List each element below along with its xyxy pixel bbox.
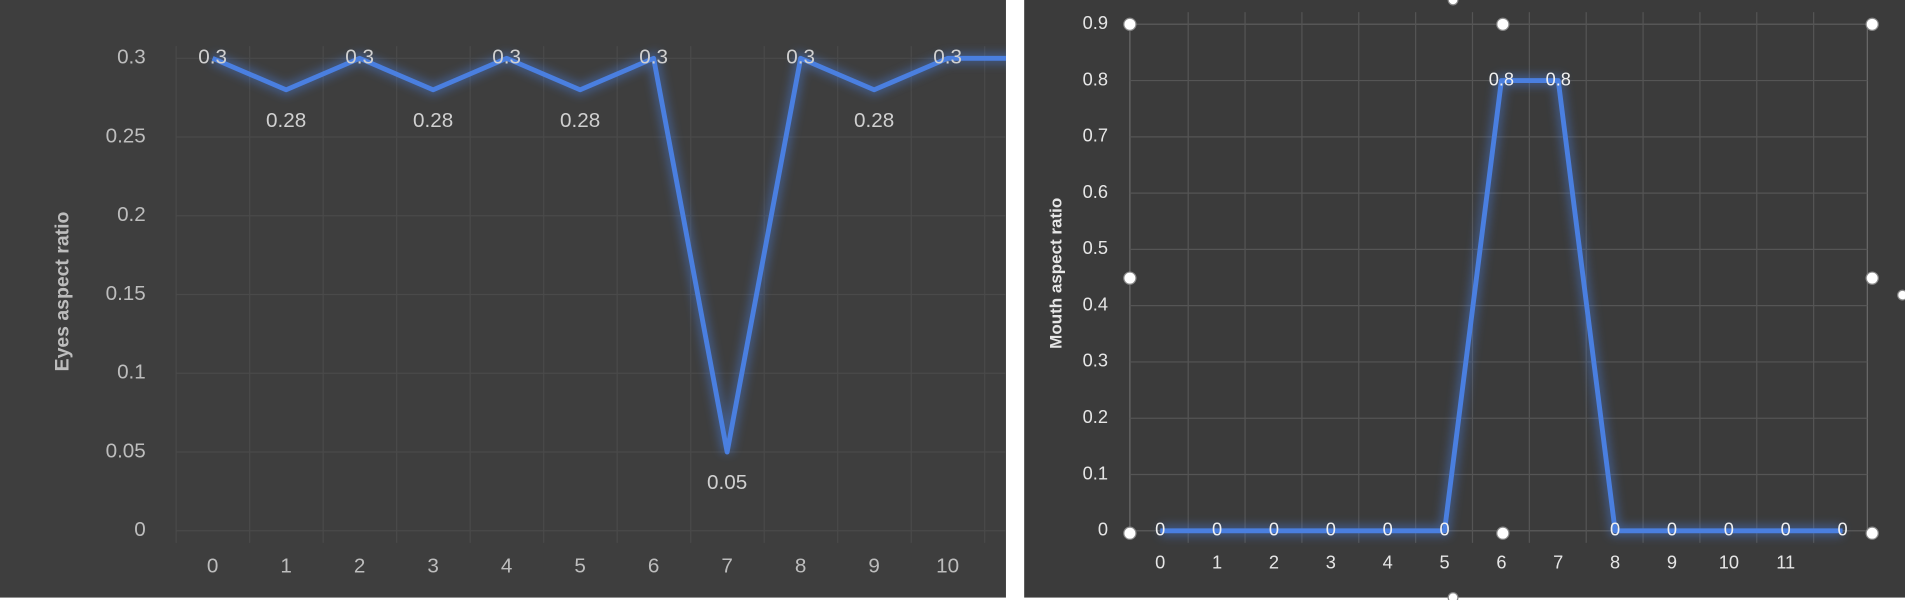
data-label: 0 — [1269, 520, 1279, 540]
y-tick-label: 0.2 — [1083, 407, 1108, 427]
x-tick-label: 1 — [1212, 552, 1222, 572]
data-label: 0.3 — [786, 46, 815, 69]
y-tick-label: 0.6 — [1083, 182, 1108, 202]
x-tick-label: 7 — [721, 555, 732, 578]
series-line — [1160, 78, 1843, 534]
y-tick-label: 0 — [1098, 520, 1108, 540]
chart: 0 0.1 0.2 0.3 0.4 0.5 0.6 0.7 0.8 0.9 0 1 2 3 4 5 6 7 8 9 10… — [1046, 12, 1868, 572]
x-tick-label: 0 — [1155, 552, 1165, 572]
x-tick-label: 9 — [868, 555, 879, 578]
data-label: 0.28 — [560, 109, 600, 132]
data-label: 0.3 — [198, 46, 227, 69]
data-label: 0 — [1610, 520, 1620, 540]
data-label: 0.3 — [492, 46, 521, 69]
x-tick-label: 5 — [1439, 552, 1449, 572]
data-label: 0 — [1724, 520, 1734, 540]
y-tick-label: 0.7 — [1083, 126, 1108, 146]
data-label: 0.8 — [1489, 69, 1514, 89]
data-label: 0.28 — [413, 109, 453, 132]
x-tick-label: 3 — [427, 555, 438, 578]
chart: 0 0.05 0.1 0.15 0.2 0.25 0.3 0 1 2 3 4 5 6 7 8 9 10 0.3 0.2… — [51, 46, 1006, 578]
y-tick-label: 0.15 — [106, 282, 146, 305]
panel — [1024, 0, 1905, 598]
y-tick-label: 0.25 — [106, 124, 146, 147]
data-label: 0 — [1326, 520, 1336, 540]
y-tick-label: 0.1 — [117, 361, 146, 384]
x-tick-label: 8 — [1610, 552, 1620, 572]
data-label: 0.3 — [933, 46, 962, 69]
data-label: 0 — [1155, 520, 1165, 540]
x-tick-label: 3 — [1326, 552, 1336, 572]
data-label: 0 — [1781, 520, 1791, 540]
x-tick-label: 1 — [280, 555, 291, 578]
y-axis-title: Eyes aspect ratio — [51, 211, 73, 371]
data-label: 0.3 — [639, 46, 668, 69]
x-tick-label: 6 — [648, 555, 659, 578]
x-tick-label: 5 — [574, 555, 585, 578]
y-axis-title: Mouth aspect ratio — [1046, 198, 1065, 349]
y-tick-label: 0.1 — [1083, 463, 1108, 483]
data-label: 0 — [1837, 520, 1847, 540]
x-tick-label: 7 — [1553, 552, 1563, 572]
x-tick-label: 4 — [1383, 552, 1393, 572]
y-tick-label: 0.05 — [106, 439, 146, 462]
data-label: 0.3 — [345, 46, 374, 69]
x-tick-label: 2 — [1269, 552, 1279, 572]
x-tick-label: 4 — [501, 555, 512, 578]
x-tick-label: 10 — [936, 555, 959, 578]
y-tick-label: 0.3 — [117, 46, 146, 69]
x-tick-label: 10 — [1719, 552, 1739, 572]
y-tick-label: 0.2 — [117, 203, 146, 226]
x-tick-label: 11 — [1776, 552, 1795, 572]
series-line — [211, 55, 1006, 455]
data-label: 0.28 — [266, 109, 306, 132]
data-label: 0.28 — [854, 109, 894, 132]
x-tick-label: 6 — [1496, 552, 1506, 572]
y-tick-label: 0.5 — [1083, 238, 1108, 258]
x-tick-label: 0 — [207, 555, 218, 578]
panel — [0, 0, 1006, 598]
data-label: 0 — [1667, 520, 1677, 540]
y-tick-label: 0.9 — [1083, 13, 1108, 33]
y-tick-label: 0.3 — [1083, 351, 1108, 371]
data-label: 0 — [1383, 520, 1393, 540]
selection-handles[interactable] — [1123, 0, 1905, 600]
data-label: 0 — [1212, 520, 1222, 540]
y-tick-label: 0 — [134, 518, 145, 541]
data-label: 0.8 — [1546, 69, 1571, 89]
data-label: 0 — [1439, 520, 1449, 540]
x-tick-label: 9 — [1667, 552, 1677, 572]
y-tick-label: 0.8 — [1083, 69, 1108, 89]
x-tick-label: 8 — [795, 555, 806, 578]
y-tick-label: 0.4 — [1083, 294, 1108, 314]
x-tick-label: 2 — [354, 555, 365, 578]
data-label: 0.05 — [707, 471, 747, 494]
